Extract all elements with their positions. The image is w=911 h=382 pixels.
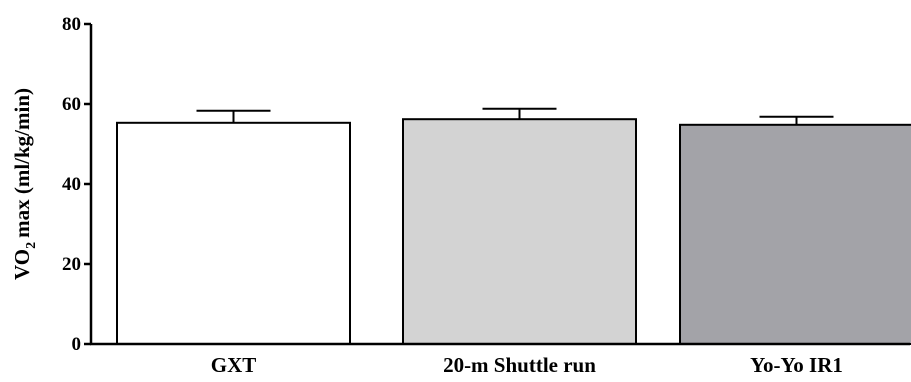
bar-1 [116,121,351,345]
y-axis-title: VO2 max (ml/kg/min) [10,88,39,280]
y-axis-title-subscript: 2 [24,242,39,249]
y-tick-label-60: 60 [62,94,81,115]
bar-3 [679,123,911,345]
bar-2 [402,118,637,345]
y-tick-label-20: 20 [62,254,81,275]
x-tick-label-2: 20-m Shuttle run [443,353,596,377]
y-tick-label-0: 0 [72,334,82,355]
y-axis-title-main: VO [10,249,34,280]
x-tick-label-3: Yo-Yo IR1 [750,353,843,377]
x-tick-label-1: GXT [211,353,257,377]
y-axis-title-rest: max (ml/kg/min) [10,88,34,238]
y-tick-label-40: 40 [62,174,81,195]
y-tick-label-80: 80 [62,14,81,35]
plot-area: GXT 20-m Shuttle run Yo-Yo IR1 0 20 40 60 80 [62,14,911,377]
